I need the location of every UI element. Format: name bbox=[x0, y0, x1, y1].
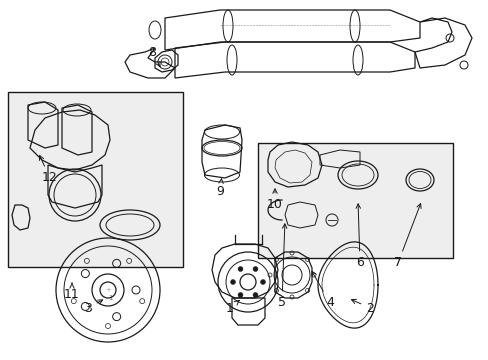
Text: 10: 10 bbox=[266, 189, 283, 211]
Text: +: + bbox=[105, 287, 111, 293]
Text: 6: 6 bbox=[355, 204, 363, 270]
Text: 1: 1 bbox=[107, 295, 112, 301]
Text: 8: 8 bbox=[148, 45, 160, 67]
Text: 2: 2 bbox=[351, 300, 373, 315]
Text: 3: 3 bbox=[84, 300, 102, 315]
Circle shape bbox=[238, 292, 243, 297]
Circle shape bbox=[260, 279, 265, 284]
Circle shape bbox=[230, 279, 235, 284]
Text: 5: 5 bbox=[278, 224, 286, 310]
Text: 12: 12 bbox=[40, 156, 58, 184]
Text: 7: 7 bbox=[393, 204, 420, 270]
Bar bbox=[258, 143, 452, 258]
Text: 1: 1 bbox=[225, 300, 239, 315]
Circle shape bbox=[252, 266, 258, 271]
Circle shape bbox=[238, 266, 243, 271]
Text: 11: 11 bbox=[64, 283, 80, 301]
Text: 9: 9 bbox=[216, 179, 224, 198]
Bar bbox=[8, 92, 183, 267]
Circle shape bbox=[252, 292, 258, 297]
Text: 4: 4 bbox=[311, 271, 333, 310]
